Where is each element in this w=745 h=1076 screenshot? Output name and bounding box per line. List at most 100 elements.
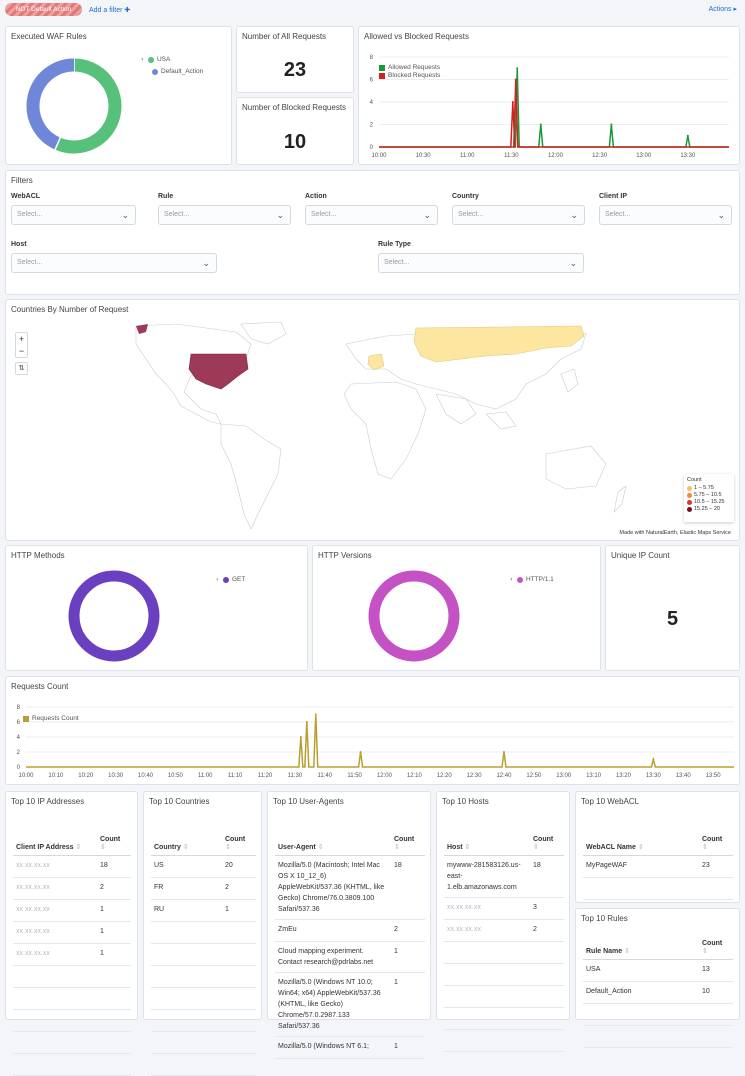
add-filter-link[interactable]: Add a filter ✚ bbox=[89, 7, 131, 14]
data-point[interactable] bbox=[539, 123, 542, 126]
panel-title: Requests Count bbox=[11, 682, 69, 691]
table-cell: 1 bbox=[391, 941, 425, 973]
sort-icon[interactable]: ⇕ bbox=[100, 844, 106, 851]
country-fr[interactable] bbox=[367, 353, 385, 371]
data-point[interactable] bbox=[516, 67, 519, 70]
column-header[interactable]: Client IP Address ⇕ bbox=[13, 832, 97, 856]
column-header[interactable]: Country ⇕ bbox=[151, 832, 222, 856]
panel-title: Number of Blocked Requests bbox=[242, 103, 347, 112]
column-header[interactable]: Count ⇕ bbox=[391, 832, 425, 856]
sort-icon[interactable]: ⇕ bbox=[533, 844, 539, 851]
column-header[interactable]: User-Agent ⇕ bbox=[275, 832, 391, 856]
sort-icon[interactable]: ⇕ bbox=[225, 844, 231, 851]
donut-slice-http11[interactable] bbox=[368, 570, 460, 662]
column-header[interactable]: Count ⇕ bbox=[97, 832, 131, 856]
filter-select-action[interactable]: Select... ⌄ bbox=[305, 205, 438, 225]
x-tick-label: 13:10 bbox=[586, 773, 602, 779]
filters-panel: Filters WebACL Select... ⌄ Rule Select... ⌄ Ac… bbox=[5, 170, 740, 295]
legend-item-allowed[interactable]: Allowed Requests bbox=[379, 64, 440, 71]
top-rules-panel: Top 10 Rules Rule Name ⇕ Count ⇕ USA 13 Defau… bbox=[575, 908, 740, 1048]
sort-icon[interactable]: ⇕ bbox=[462, 844, 471, 851]
table-cell: 1 bbox=[391, 1036, 425, 1059]
filter-select-country[interactable]: Select... ⌄ bbox=[452, 205, 585, 225]
top-user-agents-panel: Top 10 User-Agents User-Agent ⇕ Count ⇕ Moz… bbox=[267, 791, 431, 1059]
table-cell: 2 bbox=[97, 877, 131, 900]
country-us[interactable] bbox=[188, 353, 249, 390]
x-tick-label: 10:10 bbox=[48, 773, 64, 779]
filter-label-client-ip: Client IP bbox=[599, 193, 628, 200]
filter-select-client-ip[interactable]: Select... ⌄ bbox=[599, 205, 732, 225]
sort-icon[interactable]: ⇕ bbox=[180, 844, 189, 851]
legend-toggle-icon[interactable]: ◐ bbox=[216, 576, 220, 583]
zoom-in-button[interactable]: + bbox=[18, 334, 25, 344]
table-cell bbox=[699, 1003, 733, 1026]
data-point[interactable] bbox=[502, 751, 505, 753]
data-point[interactable] bbox=[359, 751, 362, 753]
x-tick-label: 13:30 bbox=[646, 773, 662, 779]
country-us-alaska[interactable] bbox=[136, 324, 148, 334]
filter-select-rule[interactable]: Select... ⌄ bbox=[158, 205, 291, 225]
sort-icon[interactable]: ⇕ bbox=[622, 948, 630, 955]
filter-label-rule-type: Rule Type bbox=[378, 241, 411, 248]
data-point[interactable] bbox=[610, 123, 613, 126]
table-cell bbox=[699, 877, 733, 900]
legend-item-http11[interactable]: ◐ HTTP/1.1 bbox=[510, 576, 554, 583]
sort-icon[interactable]: ⇕ bbox=[394, 844, 400, 851]
sort-icon[interactable]: ⇕ bbox=[702, 844, 708, 851]
column-header[interactable]: Count ⇕ bbox=[222, 832, 256, 856]
column-header-label: Client IP Address bbox=[16, 844, 74, 851]
zoom-out-button[interactable]: − bbox=[18, 346, 25, 356]
x-tick-label: 12:30 bbox=[592, 153, 608, 159]
x-tick-label: 12:50 bbox=[526, 773, 542, 779]
column-header[interactable]: Count ⇕ bbox=[530, 832, 564, 856]
data-point[interactable] bbox=[305, 721, 308, 723]
column-header[interactable]: WebACL Name ⇕ bbox=[583, 832, 699, 856]
table-cell: 18 bbox=[391, 855, 425, 920]
legend-toggle-icon[interactable]: ◐ bbox=[141, 56, 145, 63]
sort-icon[interactable]: ⇕ bbox=[73, 844, 82, 851]
world-map[interactable] bbox=[6, 314, 741, 529]
data-point[interactable] bbox=[299, 736, 302, 738]
panel-title: Top 10 WebACL bbox=[581, 797, 640, 806]
sort-icon[interactable]: ⇕ bbox=[315, 844, 324, 851]
column-header[interactable]: Rule Name ⇕ bbox=[583, 936, 699, 960]
table-row: xx.xx.xx.xx 2 bbox=[13, 877, 131, 900]
column-header[interactable]: Host ⇕ bbox=[444, 832, 530, 856]
filter-pill-not-default-action[interactable]: NOT Default Action bbox=[5, 3, 82, 16]
data-point[interactable] bbox=[686, 134, 689, 137]
column-header[interactable]: Count ⇕ bbox=[699, 832, 733, 856]
donut-slice-default-action[interactable] bbox=[26, 58, 75, 150]
reset-view-button[interactable]: ⇅ bbox=[15, 362, 28, 375]
legend-item-blocked[interactable]: Blocked Requests bbox=[379, 72, 440, 79]
actions-menu[interactable]: Actions ▸ bbox=[708, 6, 737, 13]
table-row bbox=[444, 985, 564, 1008]
data-point[interactable] bbox=[652, 758, 655, 761]
legend-item-requests-count[interactable]: Requests Count bbox=[23, 715, 79, 722]
country-ru[interactable] bbox=[413, 325, 585, 363]
y-tick-label: 4 bbox=[370, 100, 374, 106]
data-table: Host ⇕ Count ⇕ mywww-281583126.us-east-1.e… bbox=[444, 832, 564, 1052]
table-header-row: User-Agent ⇕ Count ⇕ bbox=[275, 832, 425, 856]
table-row bbox=[151, 1031, 256, 1054]
donut-slice-get[interactable] bbox=[68, 570, 160, 662]
column-header[interactable]: Count ⇕ bbox=[699, 936, 733, 960]
filter-select-rule-type[interactable]: Select... ⌄ bbox=[378, 253, 584, 273]
x-tick-label: 10:40 bbox=[138, 773, 154, 779]
sort-icon[interactable]: ⇕ bbox=[635, 844, 644, 851]
filter-select-webacl[interactable]: Select... ⌄ bbox=[11, 205, 136, 225]
map-attribution[interactable]: Made with NaturalEarth, Elastic Maps Ser… bbox=[619, 530, 731, 536]
map-zoom-controls: + − bbox=[15, 332, 28, 358]
panel-title: Countries By Number of Request bbox=[11, 305, 129, 314]
legend-item-default-action[interactable]: Default_Action bbox=[152, 68, 203, 75]
data-point[interactable] bbox=[511, 101, 514, 103]
column-header-label: Count bbox=[100, 836, 121, 843]
donut-slice-usa[interactable] bbox=[55, 58, 122, 154]
x-tick-label: 11:30 bbox=[288, 773, 303, 779]
filter-select-host[interactable]: Select... ⌄ bbox=[11, 253, 217, 273]
legend-toggle-icon[interactable]: ◐ bbox=[510, 576, 514, 583]
legend-item-get[interactable]: ◐ GET bbox=[216, 576, 245, 583]
sort-icon[interactable]: ⇕ bbox=[702, 948, 708, 955]
data-point[interactable] bbox=[314, 713, 317, 716]
legend-item-usa[interactable]: ◐ USA bbox=[141, 56, 170, 63]
data-point[interactable] bbox=[514, 78, 517, 81]
